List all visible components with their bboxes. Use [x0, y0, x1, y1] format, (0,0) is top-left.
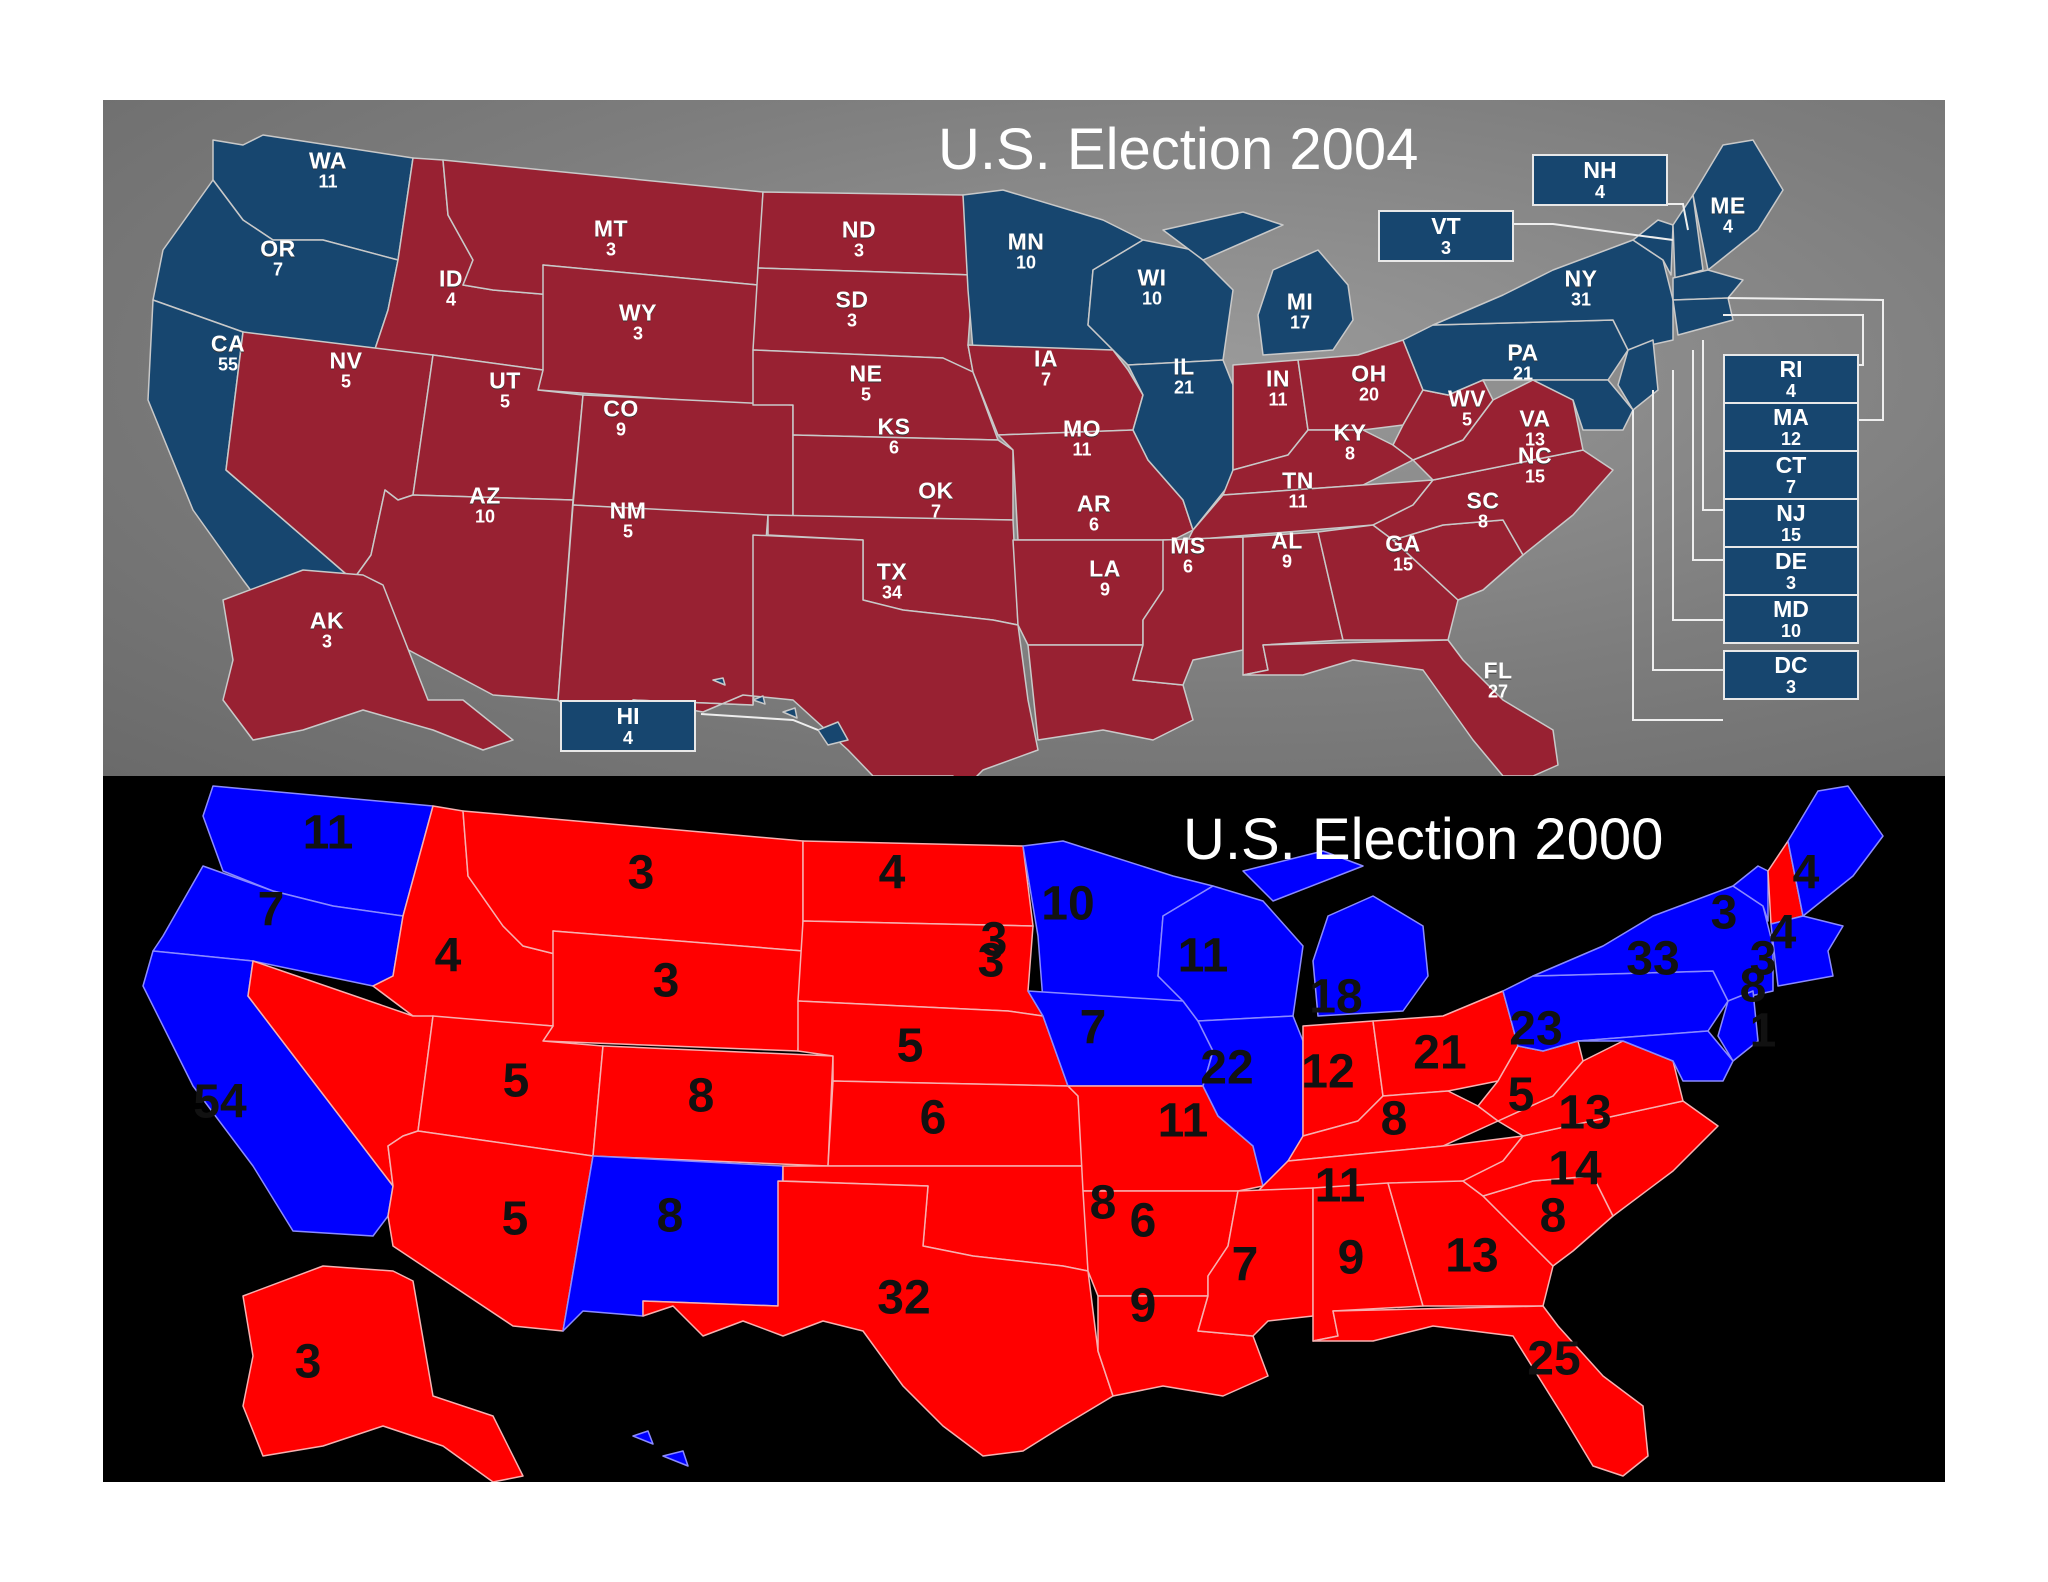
state-vt — [1632, 219, 1674, 276]
state-hi-2000 — [632, 1430, 689, 1467]
electoral-votes: 15 — [1780, 524, 1802, 545]
state-il-2000 — [1197, 1015, 1304, 1187]
state-co-2000 — [592, 1045, 834, 1167]
electoral-votes: 12 — [1780, 428, 1802, 449]
state-ak-2000 — [242, 1265, 524, 1482]
callout-box-vt: VT 3 — [1378, 210, 1514, 262]
state-ma-ct-ri-2000 — [1770, 915, 1844, 987]
map-2000-shapes — [142, 785, 1884, 1482]
state-sd-2000 — [797, 920, 1044, 1017]
state-me-2000 — [1787, 785, 1884, 917]
callout-box-ct: CT 7 — [1723, 450, 1859, 500]
callout-box-hi: HI 4 — [560, 700, 696, 752]
callout-box-nj: NJ 15 — [1723, 498, 1859, 548]
state-mi-2000 — [1242, 850, 1429, 1017]
map-2004-title: U.S. Election 2004 — [938, 117, 1419, 182]
state-fl-2000 — [1312, 1305, 1649, 1477]
state-nd — [757, 191, 974, 276]
state-ia — [967, 344, 1144, 436]
callout-box-dc: DC 3 — [1723, 650, 1859, 700]
callout-box-ri: RI 4 — [1723, 354, 1859, 404]
state-abbr: MD — [1773, 596, 1809, 623]
electoral-votes: 3 — [1785, 572, 1796, 593]
state-fl — [1242, 639, 1559, 776]
electoral-votes: 3 — [1440, 237, 1451, 258]
state-ct-ri — [1672, 297, 1734, 336]
callout-box-nh: NH 4 — [1532, 154, 1668, 206]
state-md-de-2000 — [1577, 1030, 1734, 1082]
state-md-de — [1482, 379, 1634, 431]
state-il — [1127, 359, 1234, 531]
state-ny — [1432, 239, 1674, 351]
state-abbr: NH — [1583, 157, 1617, 184]
map-2000-title: U.S. Election 2000 — [1183, 807, 1664, 872]
electoral-votes: 4 — [622, 727, 633, 748]
electoral-votes: 10 — [1780, 620, 1802, 641]
map-2004-shapes — [147, 134, 1884, 776]
callout-box-ma: MA 12 — [1723, 402, 1859, 452]
state-nc-2000 — [1462, 1100, 1719, 1217]
state-abbr: DC — [1774, 652, 1808, 679]
callout-box-de: DE 3 — [1723, 546, 1859, 596]
state-abbr: CT — [1775, 452, 1807, 479]
state-co — [572, 394, 794, 519]
state-abbr: DE — [1775, 548, 1807, 575]
state-ks — [792, 434, 1014, 521]
state-oh — [1297, 339, 1424, 431]
state-ma — [1672, 269, 1744, 301]
state-mt-2000 — [462, 810, 804, 957]
state-nh — [1672, 194, 1704, 279]
state-nc — [1372, 449, 1614, 556]
state-ak — [222, 569, 514, 751]
state-wy — [537, 264, 759, 406]
state-wy-2000 — [542, 930, 804, 1052]
state-abbr: HI — [616, 703, 640, 730]
electoral-votes: 3 — [1785, 676, 1796, 697]
electoral-votes: 4 — [1785, 380, 1796, 401]
electoral-votes: 4 — [1594, 181, 1605, 202]
state-ks-2000 — [827, 1080, 1084, 1167]
state-tx-2000 — [642, 1180, 1114, 1457]
state-abbr: MA — [1773, 404, 1809, 431]
state-nj — [1617, 339, 1659, 411]
state-abbr: VT — [1431, 213, 1461, 240]
state-hi — [712, 677, 849, 746]
state-nm — [557, 504, 769, 716]
state-vt-2000 — [1732, 865, 1769, 922]
state-abbr: RI — [1779, 356, 1803, 383]
callout-lines-2004 — [700, 203, 1884, 731]
map-2000-panel: U.S. Election 2000 11 7 54 3 4 3 4 3 5 8 5 8 3 3 5 6 8 32… — [103, 776, 1945, 1482]
state-mi — [1162, 211, 1354, 356]
state-az-2000 — [387, 1130, 594, 1332]
state-ny-2000 — [1532, 885, 1774, 1002]
state-ne-2000 — [797, 1000, 1069, 1087]
callout-box-md: MD 10 — [1723, 594, 1859, 644]
state-nj-2000 — [1717, 990, 1759, 1062]
electoral-votes: 7 — [1785, 476, 1796, 497]
state-nd-2000 — [802, 840, 1034, 927]
state-abbr: NJ — [1776, 500, 1806, 527]
map-2004-panel: U.S. Election 2004 WA 11 OR 7 CA 55 ID 4 NV 5 MT 3 W… — [103, 100, 1945, 776]
state-me — [1692, 139, 1784, 271]
